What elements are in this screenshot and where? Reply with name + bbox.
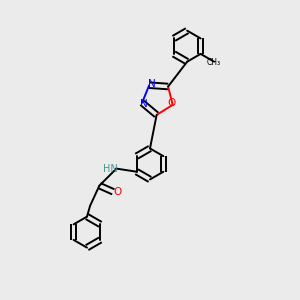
Text: HN: HN: [103, 164, 118, 174]
Text: N: N: [140, 99, 148, 109]
Text: N: N: [148, 79, 155, 88]
Text: CH₃: CH₃: [207, 58, 221, 67]
Text: O: O: [113, 187, 121, 197]
Text: O: O: [167, 98, 175, 108]
